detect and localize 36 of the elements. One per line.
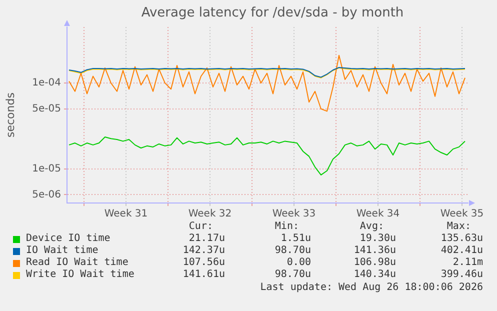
y-tick-label: 5e-05 (32, 103, 61, 114)
x-tick-label: Week 34 (356, 208, 400, 220)
text: 19.30u (358, 233, 396, 245)
x-tick-label: Week 32 (188, 208, 232, 220)
text: 0.00 (286, 257, 311, 269)
x-tick-label: Week 35 (440, 208, 484, 220)
text: 141.61u (182, 269, 225, 281)
text: Min: (274, 221, 300, 233)
text: 135.63u (440, 233, 483, 245)
x-tick-label: Week 31 (104, 208, 148, 220)
y-tick-label: 5e-06 (32, 189, 61, 200)
text: 107.56u (182, 257, 225, 269)
text: 98.70u (274, 245, 311, 257)
text: 402.41u (440, 245, 483, 257)
text: Avg: (358, 221, 385, 233)
legend-label: Write IO Wait time (26, 269, 136, 281)
y-tick-label: 1e-04 (32, 78, 61, 89)
text: Max: (446, 221, 472, 233)
legend-label: Read IO Wait time (26, 257, 130, 269)
text: 141.36u (352, 245, 396, 257)
legend-label: Device IO time (26, 233, 112, 245)
text: 399.46u (440, 269, 483, 281)
legend-label: IO Wait time (26, 245, 100, 257)
y-axis-title: seconds (4, 92, 17, 138)
text: 142.37u (182, 245, 225, 257)
text: 21.17u (188, 233, 225, 245)
text: Last update: Wed Aug 26 18:00:06 2026 (260, 282, 483, 294)
text: 1.51u (280, 233, 311, 245)
text: 106.98u (352, 257, 396, 269)
text: 140.34u (352, 269, 396, 281)
y-tick-label: 1e-05 (32, 163, 61, 174)
text: Cur: (188, 221, 214, 233)
text: 98.70u (274, 269, 311, 281)
x-tick-label: Week 33 (272, 208, 316, 220)
chart-title: Average latency for /dev/sda - by month (141, 5, 404, 20)
text: 2.11m (452, 257, 483, 269)
